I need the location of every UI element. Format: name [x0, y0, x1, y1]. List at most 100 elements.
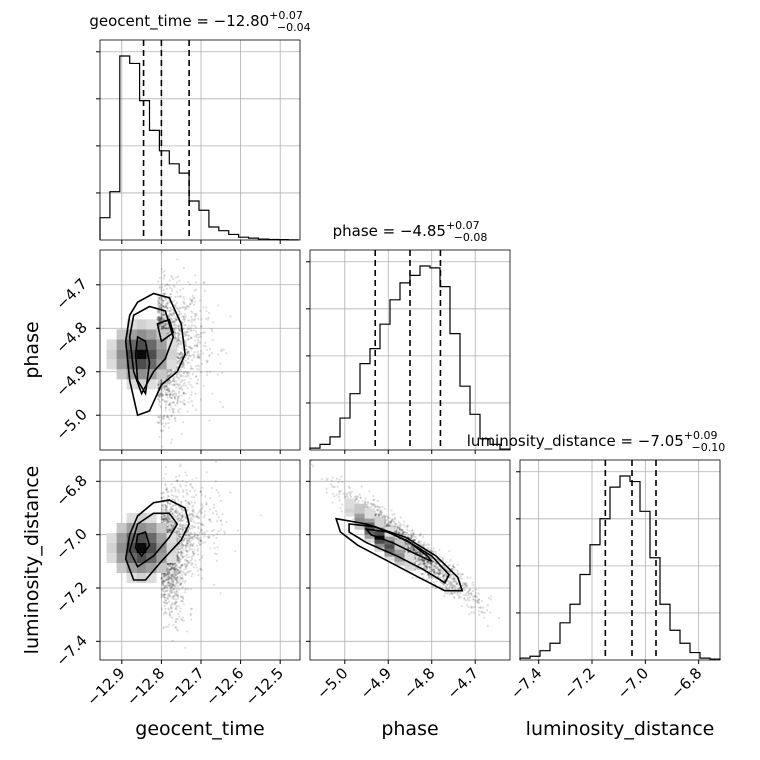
sample-point [450, 576, 453, 579]
sample-point [177, 551, 180, 554]
sample-point [395, 529, 398, 532]
sample-point [168, 576, 172, 579]
sample-point [167, 607, 170, 610]
density-cell [156, 543, 167, 553]
sample-point [162, 627, 165, 630]
sample-point [367, 506, 370, 509]
sample-point [399, 522, 402, 525]
sample-point [194, 514, 197, 518]
sample-point [182, 603, 185, 606]
sample-point [180, 551, 184, 554]
sample-point [173, 510, 177, 513]
sample-point [161, 581, 164, 584]
sample-point [169, 295, 172, 298]
sample-point [177, 343, 180, 346]
sample-point [182, 490, 185, 494]
sample-point [444, 588, 448, 591]
sample-point [175, 594, 178, 597]
sample-point [166, 371, 169, 374]
sample-point [156, 317, 159, 320]
sample-point [164, 306, 167, 309]
sample-point [171, 312, 174, 315]
sample-point [169, 577, 173, 580]
sample-point [182, 527, 185, 530]
sample-point [436, 571, 439, 575]
sample-point [168, 390, 171, 394]
sample-point [163, 292, 166, 295]
sample-point [176, 337, 179, 340]
sample-point [425, 566, 428, 570]
sample-point [170, 438, 174, 441]
sample-point [173, 592, 177, 595]
sample-point [429, 561, 432, 564]
sample-point [402, 530, 405, 534]
sample-point [173, 324, 176, 327]
sample-point [374, 513, 377, 516]
sample-point [167, 623, 171, 626]
sample-point [168, 583, 171, 586]
sample-point [443, 583, 446, 586]
sample-point [420, 565, 423, 568]
sample-point [172, 567, 175, 570]
sample-point [413, 536, 416, 539]
title-geocent_time: geocent_time = −12.80+0.07 −0.04 [89, 9, 310, 34]
sample-point [181, 577, 184, 580]
sample-point [170, 607, 173, 610]
sample-point [169, 392, 172, 395]
sample-point [340, 475, 343, 478]
sample-point [194, 274, 197, 277]
sample-point [161, 576, 164, 579]
sample-point [166, 518, 169, 522]
sample-point [184, 375, 187, 378]
sample-point [179, 566, 182, 570]
sample-point [179, 518, 182, 521]
sample-point [443, 595, 446, 598]
sample-point [162, 492, 165, 495]
sample-point [180, 343, 183, 347]
sample-point [159, 393, 163, 396]
sample-point [178, 333, 181, 336]
sample-point [168, 582, 171, 585]
sample-point [158, 299, 162, 302]
sample-point [156, 300, 160, 303]
sample-point [200, 528, 203, 532]
density-cell [126, 369, 137, 380]
sample-point [171, 595, 174, 598]
sample-point [157, 309, 160, 313]
sample-point [185, 354, 188, 357]
sample-point [394, 525, 397, 528]
sample-point [191, 311, 194, 314]
sample-point [188, 502, 191, 505]
sample-point [182, 327, 185, 330]
sample-point [187, 401, 190, 404]
sample-point [336, 485, 339, 488]
sample-point [430, 567, 433, 571]
sample-point [180, 530, 184, 533]
contour-level-0 [124, 292, 186, 417]
sample-point [158, 319, 162, 323]
sample-point [191, 404, 195, 407]
sample-point [172, 320, 175, 323]
sample-point [179, 561, 182, 564]
sample-point [209, 370, 212, 373]
sample-point [180, 394, 183, 397]
sample-point [164, 298, 168, 301]
sample-point [170, 568, 173, 571]
sample-point [171, 580, 174, 583]
sample-point [160, 303, 163, 307]
sample-point [182, 544, 185, 547]
sample-point [165, 381, 168, 385]
sample-point [187, 545, 190, 548]
sample-point [168, 574, 171, 577]
sample-point [159, 429, 162, 432]
sample-point [186, 543, 189, 547]
sample-point [170, 317, 173, 321]
sample-point [418, 561, 421, 564]
sample-point [168, 568, 171, 571]
title-main: luminosity_distance = −7.05 [467, 432, 684, 451]
sample-point [199, 509, 202, 512]
sample-point [170, 611, 173, 614]
sample-point [170, 313, 173, 317]
sample-point [386, 524, 389, 528]
sample-point [179, 295, 182, 298]
